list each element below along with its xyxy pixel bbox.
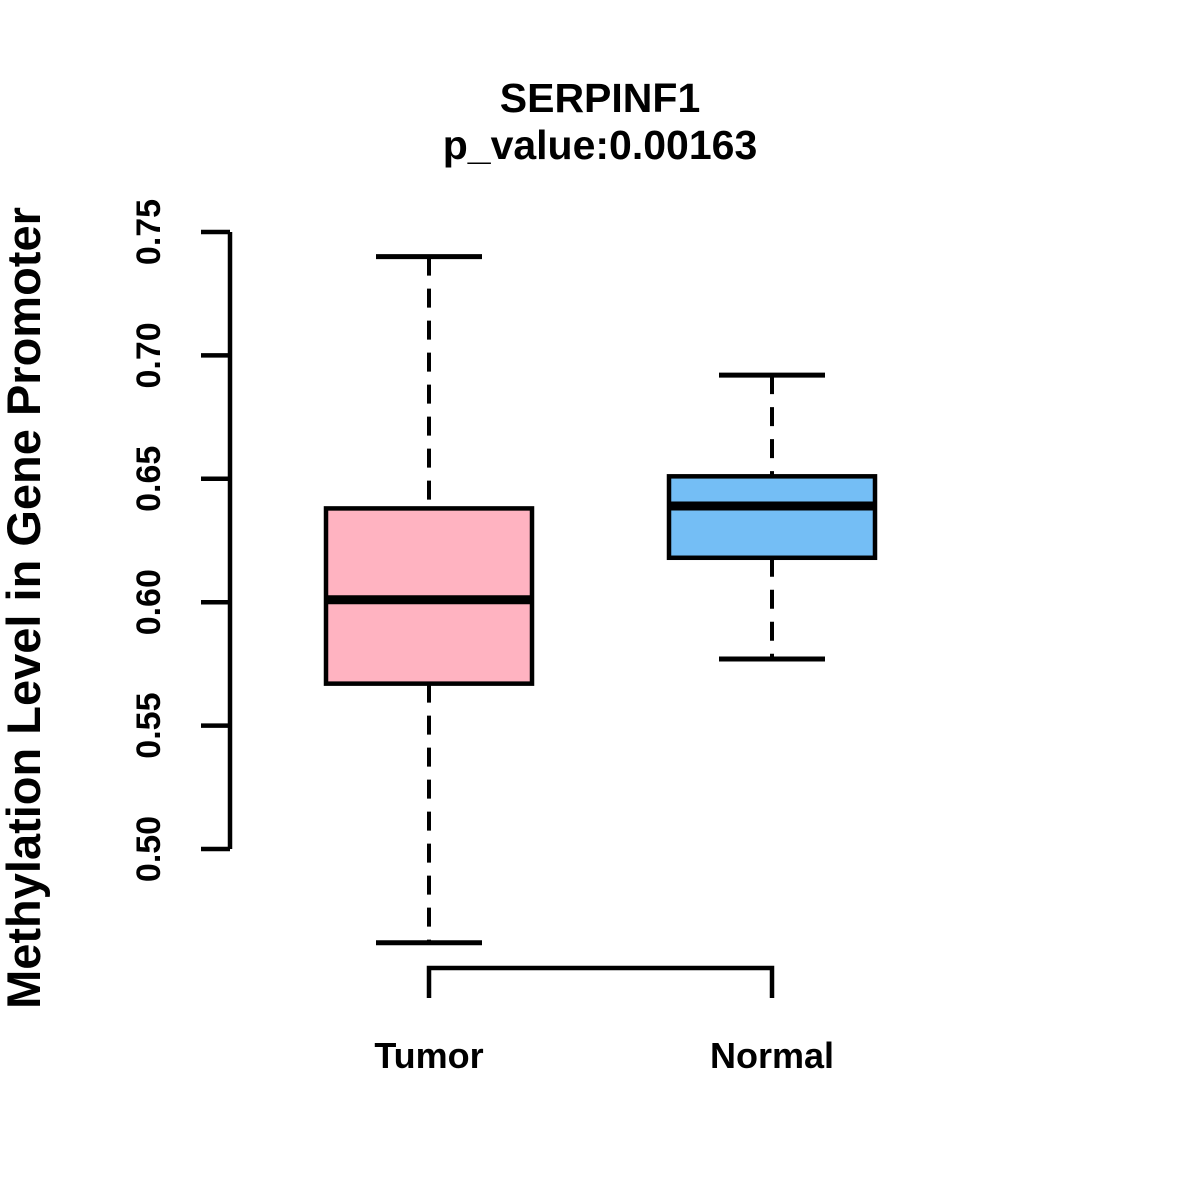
y-tick-label: 0.60: [130, 569, 168, 635]
y-axis-label: Methylation Level in Gene Promoter: [0, 207, 50, 1009]
y-tick-label: 0.75: [130, 199, 168, 265]
chart-title: SERPINF1: [500, 75, 701, 121]
y-tick-label: 0.50: [130, 816, 168, 882]
chart-subtitle: p_value:0.00163: [443, 122, 758, 168]
y-tick-label: 0.70: [130, 322, 168, 388]
x-axis-line: [426, 965, 775, 998]
y-tick-label: 0.65: [130, 446, 168, 512]
y-tick-label: 0.55: [130, 693, 168, 759]
x-tick-label-tumor: Tumor: [374, 1035, 483, 1076]
box-normal: [666, 474, 878, 561]
x-tick-label-normal: Normal: [710, 1035, 834, 1076]
